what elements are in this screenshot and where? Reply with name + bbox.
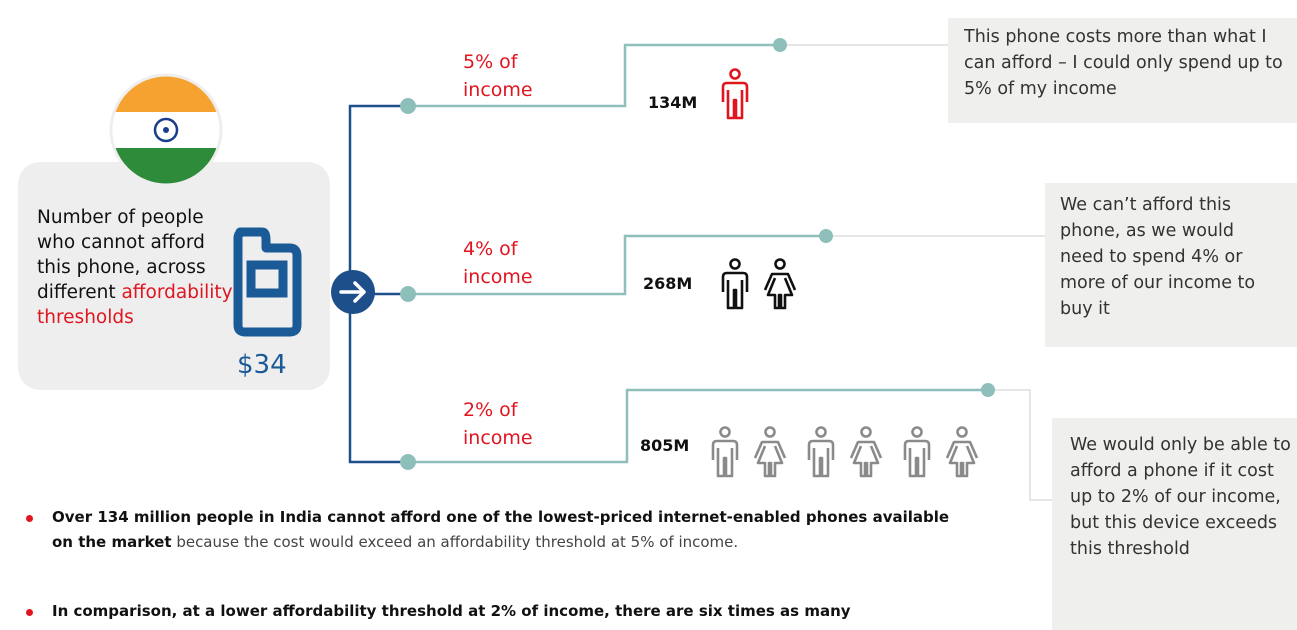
info-text: Number of people who cannot afford this … <box>37 207 233 328</box>
nodes <box>400 38 995 470</box>
price: $34 <box>237 350 287 380</box>
quote-box <box>1045 183 1297 347</box>
bullet-text: In comparison, at a lower affordability … <box>52 602 851 620</box>
quote: We would only be able to afford a phone … <box>1070 435 1291 559</box>
connectors <box>348 43 1052 501</box>
threshold-label: 2% of income <box>463 399 533 449</box>
threshold-label: 5% of income <box>463 51 533 101</box>
people-icons <box>711 68 979 478</box>
count: 268M <box>643 274 693 293</box>
quote-box <box>1052 418 1297 630</box>
bullet <box>26 609 33 616</box>
count: 805M <box>640 436 690 455</box>
count: 134M <box>648 93 698 112</box>
bullet-text: Over 134 million people in India cannot … <box>52 508 950 551</box>
threshold-label: 4% of income <box>463 238 533 288</box>
quote: We can’t afford this phone, as we would … <box>1060 195 1256 319</box>
phone-icon <box>233 227 302 337</box>
bullet <box>26 515 33 522</box>
quote: This phone costs more than what I can af… <box>964 27 1283 99</box>
quote-box <box>948 18 1297 123</box>
